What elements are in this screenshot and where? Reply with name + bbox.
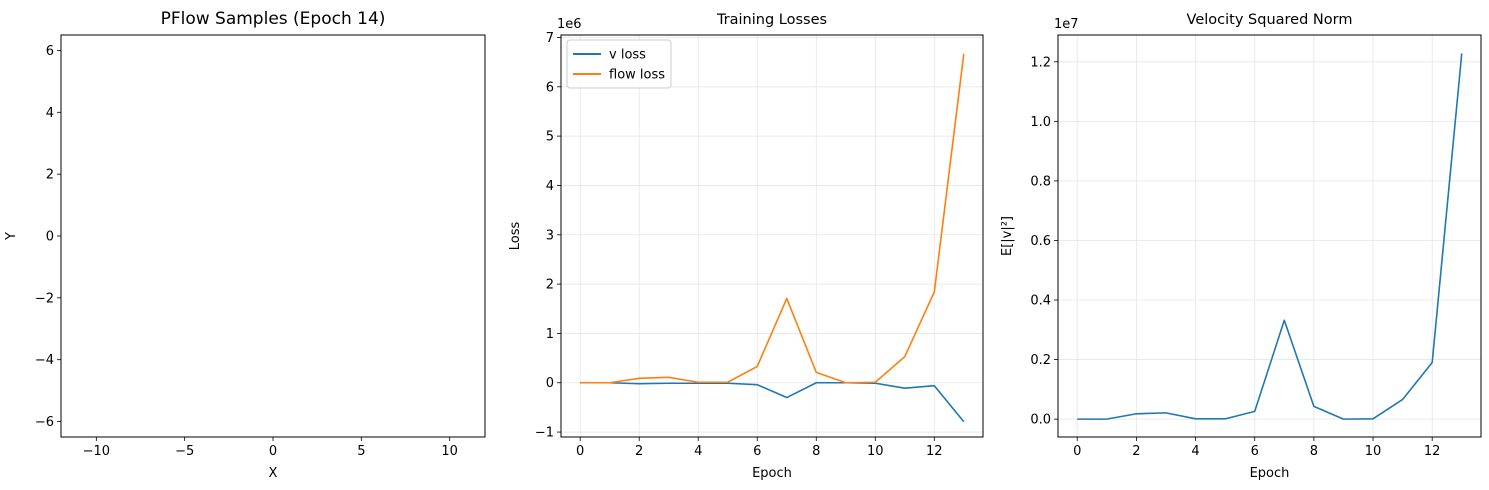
y-tick-label: 0.0 xyxy=(1030,413,1051,428)
x-tick-label: 0 xyxy=(1073,444,1081,459)
legend-label-flow-loss: flow loss xyxy=(609,68,665,83)
x-tick-label: 8 xyxy=(1310,444,1318,459)
y-tick-label: 4 xyxy=(546,179,554,194)
x-axis-label: Epoch xyxy=(752,466,792,481)
y-tick-label: 0.8 xyxy=(1030,174,1051,189)
chart-title: Velocity Squared Norm xyxy=(1187,12,1353,28)
x-tick-label: 12 xyxy=(1424,444,1441,459)
series-line-v-loss xyxy=(580,381,965,423)
y-tick-label: 0.2 xyxy=(1030,353,1051,368)
axes-frame xyxy=(1057,34,1482,438)
y-tick-label: 0 xyxy=(546,376,554,391)
y-axis-label: Loss xyxy=(508,222,523,251)
series-line-flow-loss xyxy=(580,53,965,384)
x-tick-label: 4 xyxy=(694,444,702,459)
y-tick-label: −2 xyxy=(35,291,54,306)
legend: v loss flow loss xyxy=(566,39,672,89)
legend-label-v-loss: v loss xyxy=(609,48,646,63)
x-tick-label: 0 xyxy=(269,444,277,459)
x-tick-label: 2 xyxy=(635,444,643,459)
y-tick-label: 6 xyxy=(546,80,554,95)
x-tick-label: 8 xyxy=(812,444,820,459)
y-tick-label: 0.4 xyxy=(1030,294,1051,309)
y-scale-offset-label: 1e6 xyxy=(557,17,582,32)
y-tick-label: 1.0 xyxy=(1030,115,1051,130)
chart-samples: −10 −5 0 5 10 −6 −4 −2 0 2 4 6 PFlow Samples (Epoc… xyxy=(4,9,486,481)
x-tick-label: 10 xyxy=(867,444,884,459)
y-tick-label: −1 xyxy=(535,426,554,441)
chart-title: Training Losses xyxy=(716,12,827,28)
x-tick-label: 6 xyxy=(753,444,761,459)
y-tick-label: 6 xyxy=(46,44,54,59)
x-tick-label: 0 xyxy=(576,444,584,459)
x-tick-label: −10 xyxy=(83,444,110,459)
y-tick-label: 2 xyxy=(46,168,54,183)
chart-velocity-norm: 0 2 4 6 8 10 12 0.0 0.2 0.4 0.6 0.8 1.0 1.2 Velocity… xyxy=(1000,12,1482,481)
x-tick-label: 10 xyxy=(1365,444,1382,459)
x-tick-label: −5 xyxy=(175,444,194,459)
x-tick-label: 10 xyxy=(441,444,458,459)
y-scale-offset-label: 1e7 xyxy=(1054,17,1079,32)
chart-title: PFlow Samples (Epoch 14) xyxy=(161,9,386,29)
y-tick-label: 0.6 xyxy=(1030,234,1051,249)
y-tick-label: 1 xyxy=(546,327,554,342)
x-tick-label: 6 xyxy=(1251,444,1259,459)
x-tick-label: 5 xyxy=(357,444,365,459)
x-tick-label: 2 xyxy=(1132,444,1140,459)
axes-frame xyxy=(560,34,984,438)
series-line-0 xyxy=(1077,53,1463,420)
y-tick-label: −4 xyxy=(35,353,54,368)
y-tick-label: −6 xyxy=(35,415,54,430)
y-tick-label: 4 xyxy=(46,106,54,121)
y-tick-label: 5 xyxy=(546,130,554,145)
y-tick-label: 7 xyxy=(546,31,554,46)
y-tick-label: 3 xyxy=(546,228,554,243)
y-tick-label: 1.2 xyxy=(1030,55,1051,70)
y-axis-label: Y xyxy=(4,232,19,241)
x-tick-label: 4 xyxy=(1191,444,1199,459)
y-tick-label: 0 xyxy=(46,230,54,245)
y-tick-label: 2 xyxy=(546,278,554,293)
x-axis-label: Epoch xyxy=(1250,466,1290,481)
x-tick-label: 12 xyxy=(926,444,943,459)
x-axis-label: X xyxy=(269,466,278,481)
y-axis-label: E[|v|²] xyxy=(1000,216,1015,256)
